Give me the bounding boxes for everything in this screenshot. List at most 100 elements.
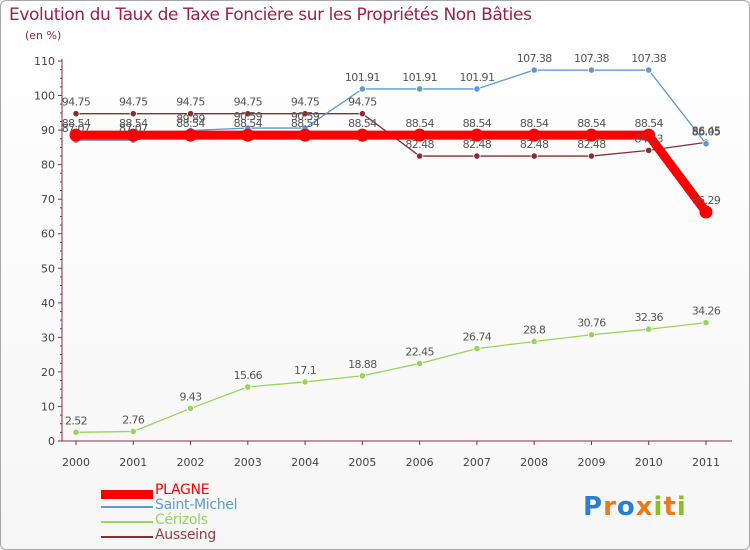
series-line-c-rizols [75, 321, 707, 433]
y-tick-label: 60 [41, 228, 55, 241]
data-label: 15.66 [234, 369, 263, 382]
data-label: 94.75 [234, 96, 263, 109]
data-label: 88.54 [234, 117, 263, 130]
data-point [527, 128, 541, 142]
legend-swatch [101, 521, 153, 523]
data-point [473, 152, 481, 160]
data-label: 32.36 [634, 311, 663, 324]
x-tick-label: 2011 [692, 456, 720, 469]
logo-letter: i [653, 492, 664, 522]
y-tick-label: 0 [48, 435, 55, 448]
data-point [702, 140, 710, 148]
data-label: 107.38 [631, 52, 666, 65]
proxiti-logo: Proxiti [583, 492, 687, 522]
legend-label: PLAGNE [155, 482, 210, 498]
x-tick-label: 2010 [635, 456, 663, 469]
y-tick-label: 40 [41, 297, 55, 310]
x-tick-label: 2000 [62, 456, 90, 469]
data-label: 34.26 [692, 305, 721, 318]
legend-swatch [101, 489, 153, 499]
data-label: 9.43 [179, 390, 202, 403]
data-label: 88.54 [463, 117, 492, 130]
y-tick-label: 80 [41, 159, 55, 172]
x-tick-label: 2001 [119, 456, 147, 469]
data-label: 82.48 [577, 138, 606, 151]
data-label: 94.75 [176, 96, 205, 109]
data-point [186, 110, 195, 118]
legend-label: Ausseing [155, 527, 216, 543]
data-point [358, 85, 366, 93]
data-point [69, 128, 83, 142]
data-point [587, 331, 596, 339]
data-label: 82.48 [463, 138, 492, 151]
data-label: 2.76 [122, 413, 145, 426]
data-point [358, 372, 366, 380]
y-tick-label: 70 [41, 193, 55, 206]
data-point [298, 128, 312, 142]
data-point [72, 428, 80, 436]
x-tick-label: 2004 [291, 456, 319, 469]
logo-letter: x [635, 492, 654, 522]
logo-letter: P [583, 492, 604, 522]
data-point [416, 152, 424, 160]
data-label: 82.48 [405, 138, 434, 151]
logo-letter: t [663, 492, 677, 522]
data-point [645, 325, 653, 333]
legend-swatch [101, 506, 153, 508]
data-label: 90.59 [291, 110, 320, 123]
data-label: 88.54 [119, 117, 148, 130]
data-point [244, 110, 252, 118]
y-tick-label: 10 [41, 400, 55, 413]
data-label: 28.8 [523, 324, 546, 337]
x-tick-label: 2003 [234, 456, 262, 469]
data-label: 88.54 [634, 117, 663, 130]
series-line-plagne [71, 130, 711, 217]
legend-swatch [101, 536, 153, 538]
logo-letter: r [603, 492, 617, 522]
data-label: 66.29 [692, 194, 721, 207]
data-point [473, 345, 481, 353]
y-tick-label: 100 [34, 90, 55, 103]
data-point [129, 110, 137, 118]
data-point [355, 128, 369, 142]
data-point [241, 128, 255, 142]
data-label: 94.75 [119, 96, 148, 109]
data-label: 88.54 [520, 117, 549, 130]
data-label: 2.52 [65, 414, 87, 427]
x-tick-label: 2007 [463, 456, 491, 469]
data-label: 94.75 [291, 96, 320, 109]
data-label: 88.54 [348, 117, 377, 130]
data-label: 101.91 [345, 71, 380, 84]
data-point [530, 152, 538, 160]
data-label: 89.89 [176, 112, 205, 125]
data-point [413, 128, 427, 142]
data-label: 107.38 [574, 52, 609, 65]
data-label: 86.45 [692, 124, 721, 137]
x-tick-label: 2008 [520, 456, 548, 469]
data-label: 88.54 [176, 117, 205, 130]
data-point [126, 128, 140, 142]
x-tick-label: 2009 [577, 456, 605, 469]
data-label: 30.76 [577, 317, 606, 330]
data-point [301, 378, 309, 386]
data-label: 90.59 [234, 110, 263, 123]
data-point [244, 383, 252, 391]
data-point [530, 66, 538, 74]
data-label: 17.1 [294, 364, 316, 377]
data-label: 88.54 [405, 117, 434, 130]
data-point [642, 128, 656, 142]
data-point [301, 110, 309, 118]
data-label: 22.45 [405, 345, 434, 358]
chart-title: Evolution du Taux de Taxe Foncière sur l… [9, 5, 532, 25]
y-tick-label: 30 [41, 331, 55, 344]
data-label: 86.05 [692, 126, 721, 139]
data-point [699, 205, 713, 219]
data-point [358, 110, 366, 118]
data-label: 88.54 [291, 117, 320, 130]
data-label: 101.91 [459, 71, 494, 84]
y-axis-unit-label: (en %) [25, 29, 62, 42]
data-label: 94.75 [348, 96, 377, 109]
data-point [587, 66, 596, 74]
